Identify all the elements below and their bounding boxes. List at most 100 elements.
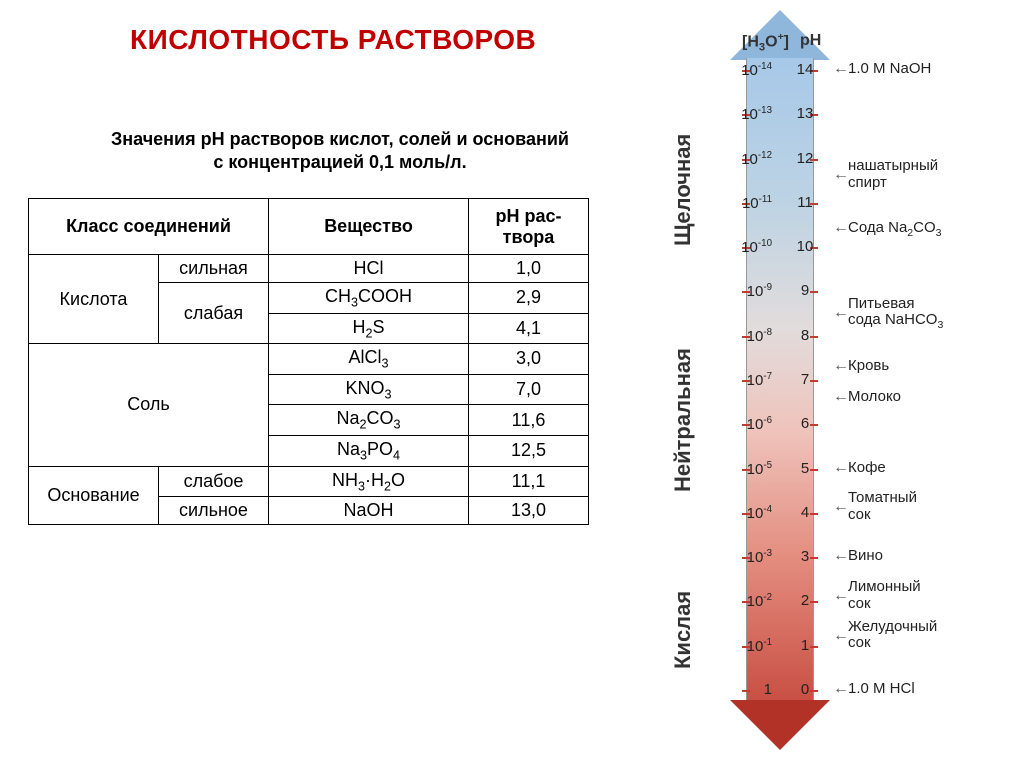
ph-value: 11 (790, 194, 820, 211)
h3o-value: 10-2 (722, 592, 772, 610)
h3o-value: 10-4 (722, 504, 772, 522)
cell-substance: NaOH (269, 497, 469, 525)
ph-value: 12 (790, 150, 820, 167)
annotation-arrow-icon: ← (833, 547, 849, 565)
page-title: КИСЛОТНОСТЬ РАСТВОРОВ (130, 24, 536, 56)
cell-ph: 2,9 (469, 283, 589, 314)
th-ph-l2: твора (503, 227, 555, 247)
h3o-value: 10-8 (722, 327, 772, 345)
cell-ph: 7,0 (469, 374, 589, 405)
ph-value: 7 (790, 371, 820, 388)
subtitle-line-2: с концентрацией 0,1 моль/л. (213, 152, 466, 172)
ph-value: 4 (790, 504, 820, 521)
th-class: Класс соединений (29, 199, 269, 255)
scale-head-ph: pH (800, 32, 821, 50)
cell-strength: слабая (159, 283, 269, 344)
cell-class: Основание (29, 466, 159, 525)
table-header-row: Класс соединений Вещество pH рас- твора (29, 199, 589, 255)
annotation-label: Лимонныйсок (848, 579, 921, 612)
ph-scale: [H3O+] pH 10-141410-131310-121210-111110… (700, 10, 1010, 750)
annotation-label: нашатырныйспирт (848, 158, 938, 191)
cell-ph: 1,0 (469, 255, 589, 283)
h3o-value: 10-14 (722, 61, 772, 79)
annotation-label: Молоко (848, 389, 901, 406)
annotation-arrow-icon: ← (833, 498, 849, 516)
cell-substance: CH3COOH (269, 283, 469, 314)
ph-value: 6 (790, 415, 820, 432)
cell-substance: KNO3 (269, 374, 469, 405)
h3o-value: 10-1 (722, 637, 772, 655)
ph-value: 13 (790, 105, 820, 122)
annotation-arrow-icon: ← (833, 166, 849, 184)
h3o-value: 10-12 (722, 150, 772, 168)
cell-class: Кислота (29, 255, 159, 344)
ph-value: 10 (790, 238, 820, 255)
annotation-label: 1.0 M NaOH (848, 61, 931, 78)
cell-substance: AlCl3 (269, 344, 469, 375)
annotation-arrow-icon: ← (833, 459, 849, 477)
th-ph: pH рас- твора (469, 199, 589, 255)
cell-class: Соль (29, 344, 269, 466)
cell-strength: сильная (159, 255, 269, 283)
h3o-value: 1 (722, 681, 772, 698)
subtitle-line-1: Значения рН растворов кислот, солей и ос… (111, 129, 569, 149)
cell-ph: 3,0 (469, 344, 589, 375)
region-label: Нейтральная (670, 310, 696, 530)
table-row: ОснованиеслабоеNH3·H2O11,1 (29, 466, 589, 497)
cell-strength: слабое (159, 466, 269, 497)
annotation-arrow-icon: ← (833, 357, 849, 375)
cell-substance: HCl (269, 255, 469, 283)
region-label: Щелочная (670, 100, 696, 280)
cell-substance: Na3PO4 (269, 435, 469, 466)
arrow-column: [H3O+] pH 10-141410-131310-121210-111110… (730, 10, 830, 750)
cell-ph: 13,0 (469, 497, 589, 525)
h3o-value: 10-7 (722, 371, 772, 389)
annotation-label: Томатныйсок (848, 490, 917, 523)
ph-value: 3 (790, 548, 820, 565)
annotation-label: 1.0 M HCl (848, 681, 915, 698)
annotation-label: Питьеваясода NaHCO3 (848, 296, 943, 332)
scale-head-h3o: [H3O+] (742, 32, 789, 54)
annotation-arrow-icon: ← (833, 60, 849, 78)
h3o-value: 10-13 (722, 105, 772, 123)
annotation-label: Кофе (848, 460, 886, 477)
cell-substance: NH3·H2O (269, 466, 469, 497)
region-label: Кислая (670, 555, 696, 705)
cell-substance: H2S (269, 313, 469, 344)
annotation-arrow-icon: ← (833, 388, 849, 406)
h3o-value: 10-10 (722, 238, 772, 256)
cell-ph: 11,1 (469, 466, 589, 497)
cell-ph: 4,1 (469, 313, 589, 344)
ph-value: 9 (790, 282, 820, 299)
th-ph-l1: pH рас- (495, 206, 561, 226)
annotation-label: Сода Na2CO3 (848, 220, 941, 240)
annotation-label: Кровь (848, 358, 889, 375)
h3o-value: 10-5 (722, 460, 772, 478)
annotation-arrow-icon: ← (833, 680, 849, 698)
ph-value: 0 (790, 681, 820, 698)
annotation-label: Вино (848, 548, 883, 565)
cell-ph: 12,5 (469, 435, 589, 466)
table-subtitle: Значения рН растворов кислот, солей и ос… (60, 128, 620, 173)
cell-substance: Na2CO3 (269, 405, 469, 436)
ph-value: 14 (790, 61, 820, 78)
arrow-head-bottom (730, 700, 830, 750)
ph-value: 5 (790, 460, 820, 477)
cell-strength: сильное (159, 497, 269, 525)
table-row: СольAlCl33,0 (29, 344, 589, 375)
annotation-label: Желудочныйсок (848, 619, 937, 652)
annotation-arrow-icon: ← (833, 587, 849, 605)
h3o-value: 10-11 (722, 194, 772, 212)
table-row: КислотасильнаяHCl1,0 (29, 255, 589, 283)
cell-ph: 11,6 (469, 405, 589, 436)
ph-table: Класс соединений Вещество pH рас- твора … (28, 198, 589, 525)
h3o-value: 10-9 (722, 282, 772, 300)
th-substance: Вещество (269, 199, 469, 255)
h3o-value: 10-6 (722, 415, 772, 433)
ph-value: 8 (790, 327, 820, 344)
h3o-value: 10-3 (722, 548, 772, 566)
ph-value: 2 (790, 592, 820, 609)
annotation-arrow-icon: ← (833, 627, 849, 645)
ph-value: 1 (790, 637, 820, 654)
annotation-arrow-icon: ← (833, 304, 849, 322)
